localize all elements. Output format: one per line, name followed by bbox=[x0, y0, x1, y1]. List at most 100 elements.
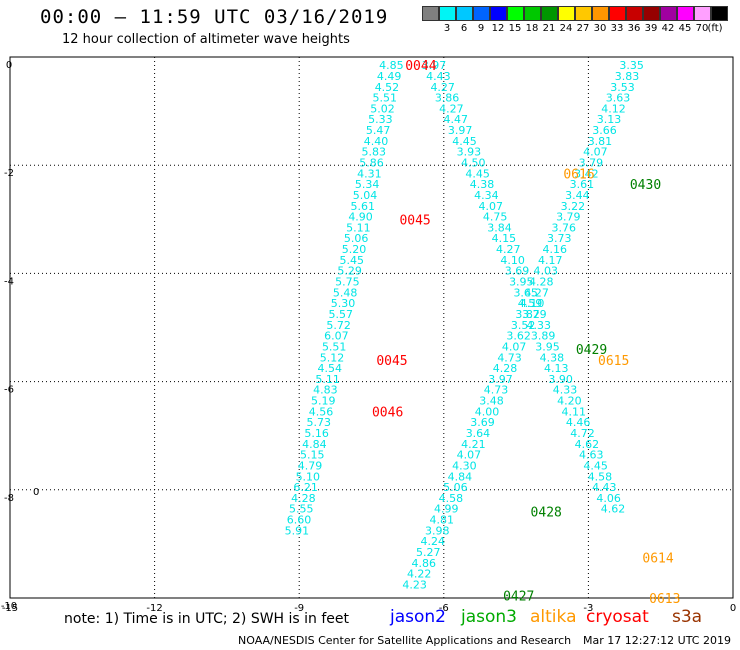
swh-value: 4.33 bbox=[527, 319, 552, 332]
swh-value: 3.81 bbox=[588, 135, 613, 148]
swh-value: 4.21 bbox=[461, 438, 486, 451]
legend-label: 24 bbox=[559, 23, 573, 34]
swh-value: 5.11 bbox=[315, 373, 340, 386]
swh-value: 3.93 bbox=[457, 146, 482, 159]
swh-value: 4.56 bbox=[309, 405, 334, 418]
swh-value: 4.17 bbox=[538, 254, 563, 267]
legend-swatch bbox=[677, 6, 694, 21]
y-tick-label: -8 bbox=[4, 493, 14, 504]
swh-value: 4.28 bbox=[529, 276, 554, 289]
swh-value: 4.59 bbox=[518, 297, 543, 310]
swh-value: 3.84 bbox=[487, 221, 512, 234]
swh-value: 4.12 bbox=[601, 102, 626, 115]
legend-labels: 3 6 9 12 15 18 21 24 27 30 33 36 39 42 45 70 (ft) bbox=[422, 21, 728, 35]
swh-value: 3.53 bbox=[610, 81, 635, 94]
x-tick-label: -12 bbox=[146, 603, 162, 614]
page-title: 00:00 — 11:59 UTC 03/16/2019 bbox=[40, 6, 389, 28]
swh-value: 4.30 bbox=[452, 459, 477, 472]
x-tick-label: 0 bbox=[730, 603, 736, 614]
data-marks: 4.854.494.525.515.025.335.474.405.835.86… bbox=[33, 59, 644, 591]
swh-value: 4.45 bbox=[583, 459, 608, 472]
satellite-name-cryosat: cryosat bbox=[586, 607, 649, 627]
swh-value: 4.07 bbox=[583, 146, 608, 159]
swh-value: 5.33 bbox=[368, 113, 393, 126]
swh-value: 3.97 bbox=[448, 124, 473, 137]
legend-label: 33 bbox=[610, 23, 624, 34]
legend-swatch bbox=[643, 6, 660, 21]
swh-value: 5.11 bbox=[346, 221, 371, 234]
legend-label: 21 bbox=[542, 23, 556, 34]
swh-value: 4.15 bbox=[492, 232, 517, 245]
swh-value: 4.27 bbox=[439, 102, 464, 115]
swh-value: 4.86 bbox=[411, 557, 436, 570]
marker-glyph: 0 bbox=[33, 487, 39, 498]
swh-value: 4.27 bbox=[496, 243, 521, 256]
x-tick-label: -15 bbox=[2, 603, 18, 614]
track-id-label: 0430 bbox=[630, 178, 661, 193]
swh-value: 5.73 bbox=[307, 416, 332, 429]
swh-value: 3.97 bbox=[422, 59, 447, 72]
legend-swatch bbox=[626, 6, 643, 21]
swh-value: 4.13 bbox=[544, 362, 569, 375]
swh-value: 4.81 bbox=[430, 514, 455, 527]
swh-value: 3.98 bbox=[425, 524, 450, 537]
satellite-name-jason3: jason3 bbox=[461, 607, 517, 627]
swh-value: 4.84 bbox=[448, 470, 473, 483]
swh-value: 3.95 bbox=[535, 340, 560, 353]
swh-value: 5.48 bbox=[333, 286, 358, 299]
swh-value: 4.28 bbox=[493, 362, 518, 375]
satellite-name-s3a: s3a bbox=[672, 607, 703, 627]
legend-swatches bbox=[422, 6, 728, 21]
swh-value: 5.72 bbox=[326, 319, 351, 332]
swh-value: 4.46 bbox=[566, 416, 591, 429]
legend-swatch bbox=[456, 6, 473, 21]
legend-swatch bbox=[711, 6, 728, 21]
swh-value: 3.76 bbox=[552, 221, 577, 234]
legend-label: 45 bbox=[678, 23, 692, 34]
swh-value: 4.72 bbox=[570, 427, 595, 440]
swh-value: 5.86 bbox=[359, 156, 384, 169]
legend-swatch bbox=[609, 6, 626, 21]
swh-value: 4.58 bbox=[588, 470, 613, 483]
swh-value: 4.40 bbox=[364, 135, 389, 148]
track-id-label: 0616 bbox=[563, 167, 594, 182]
legend-swatch bbox=[575, 6, 592, 21]
swh-value: 4.63 bbox=[579, 449, 604, 462]
x-tick-label: -3 bbox=[583, 603, 593, 614]
swh-value: 6.60 bbox=[287, 514, 312, 527]
swh-value: 4.43 bbox=[426, 70, 451, 83]
swh-value: 5.83 bbox=[362, 146, 387, 159]
track-id-label: 0045 bbox=[376, 354, 407, 369]
swh-value: 3.69 bbox=[470, 416, 495, 429]
swh-value: 3.90 bbox=[548, 373, 573, 386]
y-tick-label: -2 bbox=[4, 168, 14, 179]
legend-label: 42 bbox=[661, 23, 675, 34]
swh-value: 4.27 bbox=[524, 286, 549, 299]
legend-label: 27 bbox=[576, 23, 590, 34]
swh-value: 4.62 bbox=[575, 438, 600, 451]
swh-value: 3.22 bbox=[561, 200, 586, 213]
swh-value: 5.12 bbox=[320, 351, 345, 364]
track-id-label: 0044 bbox=[405, 59, 436, 74]
swh-value: 3.83 bbox=[615, 70, 640, 83]
swh-value: 4.52 bbox=[375, 81, 400, 94]
swh-value: 4.38 bbox=[540, 351, 565, 364]
swh-value: 4.54 bbox=[318, 362, 343, 375]
track-id-label: 0613 bbox=[649, 592, 680, 607]
swh-value: 3.63 bbox=[606, 92, 631, 105]
swh-value: 5.51 bbox=[322, 340, 347, 353]
swh-value: 5.04 bbox=[353, 189, 378, 202]
swh-value: 3.62 bbox=[506, 330, 531, 343]
swh-value: 4.73 bbox=[484, 384, 509, 397]
swh-value: 4.11 bbox=[561, 405, 586, 418]
swh-value: 5.51 bbox=[372, 92, 397, 105]
footer-note: note: 1) Time is in UTC; 2) SWH is in fe… bbox=[64, 611, 350, 627]
swh-value: 4.03 bbox=[533, 265, 558, 278]
swh-value: 4.79 bbox=[298, 459, 323, 472]
legend-swatch bbox=[507, 6, 524, 21]
page-subtitle: 12 hour collection of altimeter wave hei… bbox=[62, 32, 350, 47]
swh-value: 5.02 bbox=[370, 102, 395, 115]
swh-value: 5.61 bbox=[351, 200, 376, 213]
legend-swatch bbox=[558, 6, 575, 21]
